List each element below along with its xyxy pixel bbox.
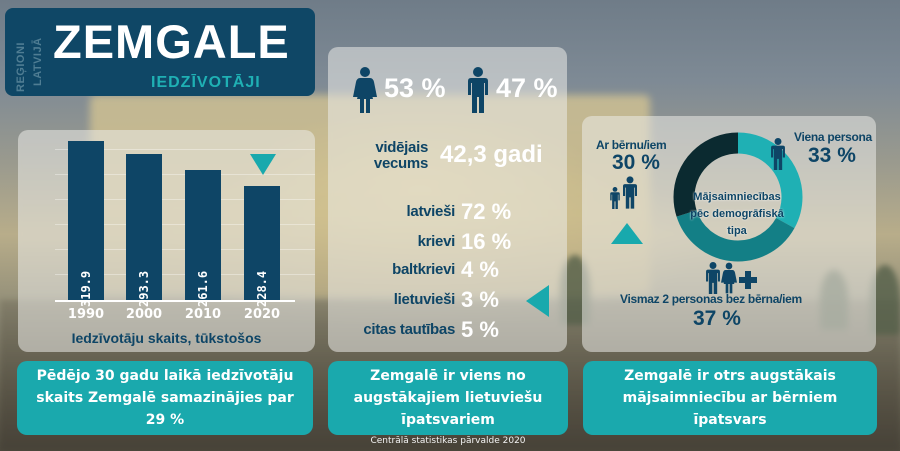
ethnicity-row: krievi 16 % (328, 229, 567, 254)
x-tick-label: 2010 (184, 307, 222, 322)
bar-2000: 293.3 (126, 154, 162, 307)
ethnicity-value: 3 % (461, 287, 499, 312)
increase-triangle-icon (611, 223, 643, 244)
source-note: Centrālā statistikas pārvalde 2020 (370, 436, 526, 446)
chart-axis-title: Iedzīvotāju skaits, tūkstošos (71, 330, 262, 346)
bar-1990: 319.9 (68, 141, 104, 307)
households-donut-chart (673, 132, 803, 262)
ethnicity-row: lietuvieši 3 % (328, 287, 567, 312)
ethnicity-label: lietuvieši (393, 291, 456, 308)
ethnicity-label: citas tautības (363, 321, 455, 338)
donut-center-line1: Mājsaimniecības (693, 191, 781, 203)
segment-label-children: Ar bērnu/iem (596, 138, 667, 152)
callout-lithuanian-share: Zemgalē ir viens no augstākajiem lietuvi… (328, 361, 568, 435)
ethnicity-value: 16 % (461, 229, 512, 254)
segment-value-children: 30 % (612, 151, 660, 174)
ethnicity-row: latvieši 72 % (328, 199, 567, 224)
female-icon (721, 262, 737, 294)
child-icon (610, 187, 620, 209)
average-age-label: vidējais vecums (348, 140, 428, 172)
donut-center-line3: tipa (727, 225, 747, 237)
ethnicity-row: citas tautības 5 % (328, 317, 567, 342)
segment-value-two-plus: 37 % (693, 307, 741, 330)
segment-label-two-plus: Vismaz 2 personas bez bērna/iem (620, 292, 802, 306)
highlight-triangle-icon (526, 285, 549, 317)
donut-segment-two-plus (673, 132, 803, 262)
x-tick-label: 2000 (125, 307, 163, 322)
donut-center-label: Mājsaimniecības pēc demogrāfiskā tipa (678, 189, 796, 240)
ethnicity-label: baltkrievi (392, 261, 455, 278)
average-age-label-line2: vecums (373, 155, 428, 172)
ethnicity-label: latvieši (406, 203, 456, 220)
segment-value-single: 33 % (808, 144, 856, 167)
x-tick-label: 2020 (243, 307, 281, 322)
segment-label-single: Viena persona (794, 130, 872, 144)
bar-2020: 228.4 (244, 186, 280, 307)
series-label: REĢIONI LATVIJĀ (15, 20, 51, 92)
donut-center-line2: pēc demogrāfiskā (690, 208, 784, 220)
bar-2010: 261.6 (185, 170, 221, 307)
average-age-value: 42,3 gadi (440, 141, 543, 168)
callout-population-decline: Pēdējo 30 gadu laikā iedzīvotāju skaits … (17, 361, 313, 435)
female-icon (353, 67, 377, 113)
demographics-panel: 53 % 47 % vidējais vecums 42,3 gadi latv… (328, 47, 567, 352)
decrease-triangle-icon (250, 154, 276, 175)
donut-segment-children (673, 132, 803, 262)
region-title: ZEMGALE (53, 15, 290, 68)
title-banner: REĢIONI LATVIJĀ ZEMGALE IEDZĪVOTĀJI (5, 8, 315, 96)
households-panel: Mājsaimniecības pēc demogrāfiskā tipa Vi… (582, 116, 876, 352)
adult-icon (623, 176, 637, 209)
series-label-line2: LATVIJĀ (32, 37, 44, 86)
ethnicity-label: krievi (417, 233, 456, 250)
x-tick-label: 1990 (67, 307, 105, 322)
ethnicity-row: baltkrievi 4 % (328, 257, 567, 282)
male-percentage: 47 % (496, 73, 558, 103)
ethnicity-value: 4 % (461, 257, 499, 282)
average-age-label-line1: vidējais (375, 139, 428, 156)
single-person-icon (771, 138, 785, 170)
callout-households-children: Zemgalē ir otrs augstākais mājsaimniecīb… (583, 361, 877, 435)
gridline (55, 149, 315, 150)
population-chart-panel: 319.9 293.3 261.6 228.4 1990 2000 2010 2… (18, 130, 315, 352)
topic-subtitle: IEDZĪVOTĀJI (151, 74, 261, 91)
male-icon (706, 262, 720, 294)
ethnicity-value: 5 % (461, 317, 499, 342)
plus-icon (739, 271, 757, 289)
ethnicity-value: 72 % (461, 199, 512, 224)
female-percentage: 53 % (384, 73, 446, 103)
male-icon (468, 67, 488, 113)
series-label-line1: REĢIONI (15, 42, 27, 92)
x-axis-line (55, 300, 295, 302)
